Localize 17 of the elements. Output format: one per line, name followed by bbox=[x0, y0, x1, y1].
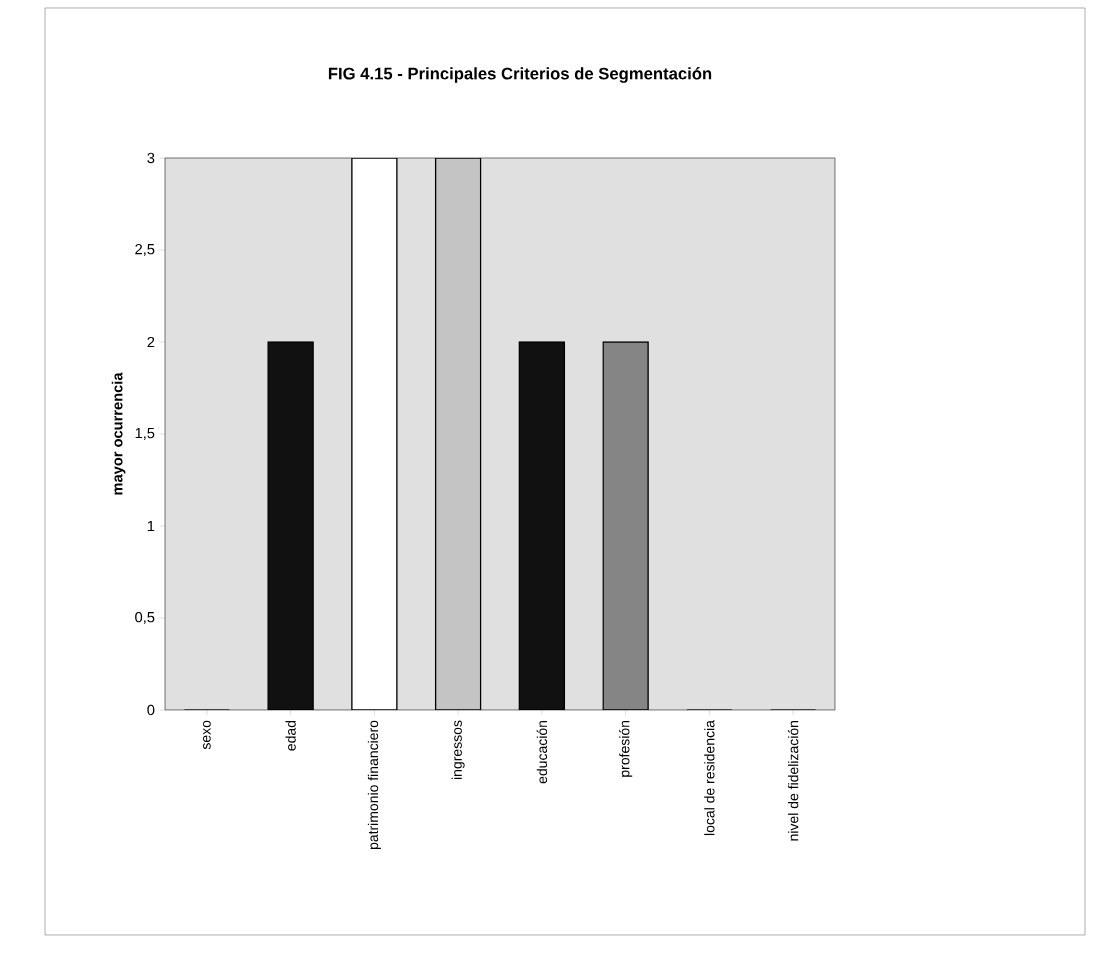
x-tick-label: nivel de fidelización bbox=[787, 720, 799, 841]
x-tick-label: educación bbox=[536, 720, 548, 784]
x-tick-label: edad bbox=[285, 720, 296, 751]
chart-title: FIG 4.15 - Principales Criterios de Segmentación bbox=[328, 67, 712, 83]
x-tick-label: ingressos bbox=[451, 720, 465, 780]
y-tick-label: 3 bbox=[147, 152, 155, 164]
x-tick-label: profesión bbox=[619, 720, 633, 777]
y-tick-label: 0,5 bbox=[135, 611, 155, 625]
y-tick-label: 2,5 bbox=[135, 243, 155, 257]
y-tick-label: 1,5 bbox=[135, 428, 155, 440]
x-tick-label: local de residencia bbox=[704, 720, 715, 836]
y-tick-label: 2 bbox=[147, 336, 155, 348]
y-tick-label: 0 bbox=[147, 704, 155, 716]
x-tick-label: patrimonio financiero bbox=[367, 720, 381, 850]
x-tick-label: sexo bbox=[203, 720, 211, 750]
y-tick-label: 1 bbox=[147, 520, 155, 532]
y-axis-title: mayor ocurrencia bbox=[111, 372, 126, 495]
